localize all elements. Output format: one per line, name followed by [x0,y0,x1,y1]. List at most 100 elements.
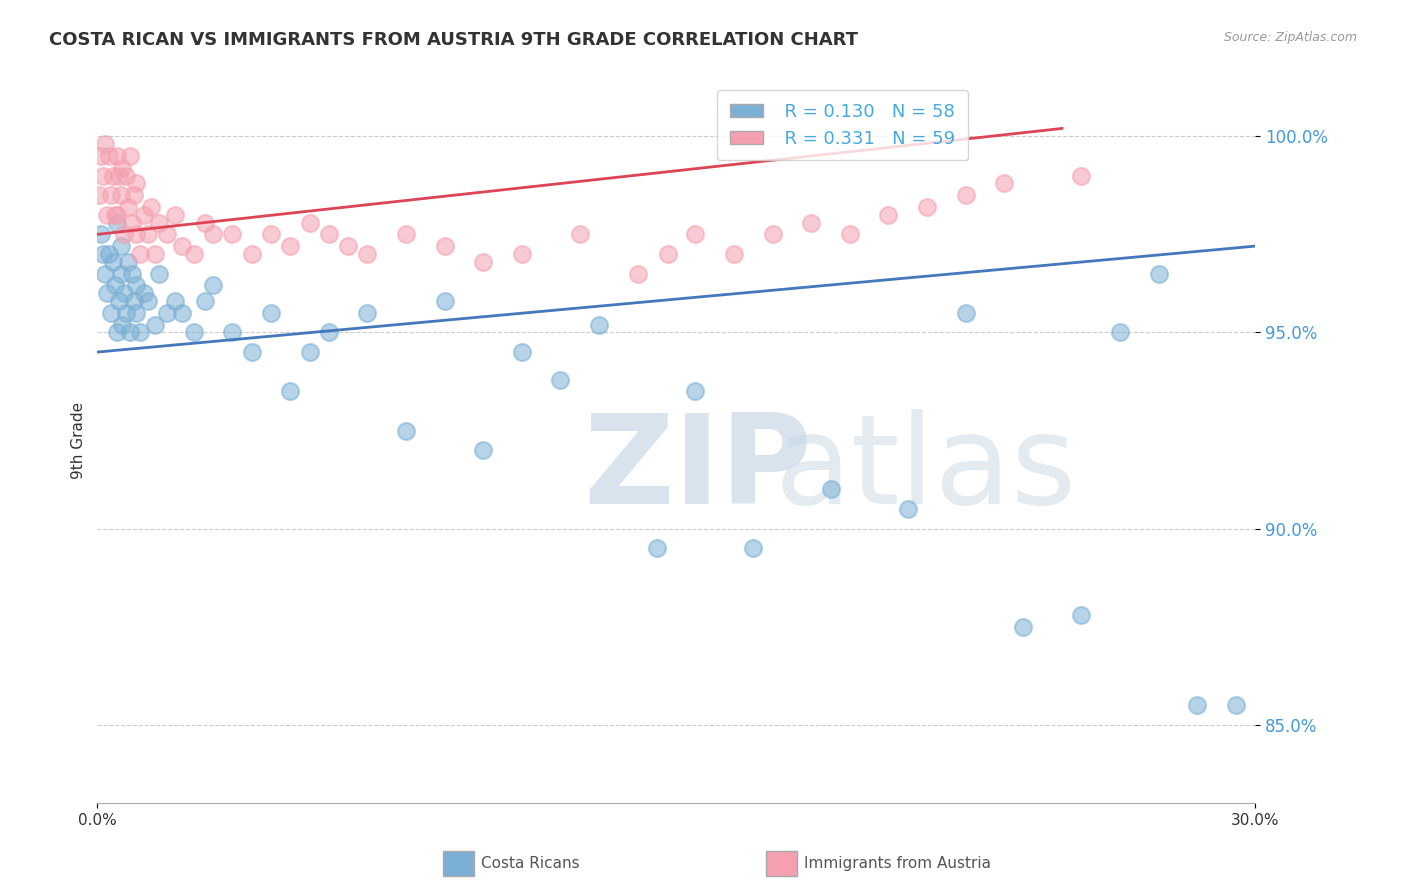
Point [128,247,150,261]
Point [240,247,263,261]
Point [568,227,591,242]
Point [356,247,378,261]
Point [278,239,301,253]
Point [136,294,159,309]
Point [122,294,145,309]
Point [96,208,118,222]
Point [955,306,977,320]
Point [897,502,920,516]
Point [94,267,117,281]
Point [278,384,301,399]
Point [104,208,127,222]
Point [110,239,132,253]
Point [90,149,112,163]
Point [877,208,900,222]
Point [993,177,1015,191]
Text: ZIP: ZIP [583,409,813,530]
Point [143,318,166,332]
Point [125,177,148,191]
Point [115,169,138,183]
Point [318,227,340,242]
Point [260,306,283,320]
Point [240,345,263,359]
Point [148,216,170,230]
Point [472,443,495,458]
Point [136,227,159,242]
Point [91,169,114,183]
Point [163,294,186,309]
Point [172,239,194,253]
Point [221,227,243,242]
Point [132,286,155,301]
Point [156,306,179,320]
Point [1147,267,1170,281]
Point [915,200,938,214]
Point [183,326,205,340]
Point [657,247,679,261]
Point [110,188,132,202]
Point [117,200,139,214]
Point [143,247,166,261]
Point [163,208,186,222]
Point [194,294,217,309]
Point [800,216,823,230]
Point [112,286,135,301]
Point [132,208,155,222]
Point [356,306,378,320]
Point [433,294,456,309]
Point [97,149,120,163]
Point [107,294,129,309]
Point [588,318,610,332]
Point [120,149,142,163]
Point [111,161,134,175]
Point [318,326,340,340]
Point [194,216,217,230]
Point [105,149,128,163]
Point [260,227,283,242]
Point [148,267,170,281]
Point [337,239,360,253]
Point [101,255,124,269]
Text: Source: ZipAtlas.com: Source: ZipAtlas.com [1223,31,1357,45]
Point [156,227,179,242]
Point [115,306,138,320]
Point [96,286,118,301]
Point [550,372,572,386]
Point [685,384,707,399]
Point [128,326,150,340]
Point [762,227,785,242]
Point [1225,698,1247,713]
Point [105,208,128,222]
Legend:   R = 0.130   N = 58,   R = 0.331   N = 59: R = 0.130 N = 58, R = 0.331 N = 59 [717,90,969,161]
Point [107,169,129,183]
Point [433,239,456,253]
Point [97,247,120,261]
Point [121,216,143,230]
Point [1012,620,1035,634]
Point [723,247,745,261]
Point [125,306,148,320]
Text: Costa Ricans: Costa Ricans [481,856,579,871]
Point [645,541,668,556]
Point [94,137,117,152]
Point [125,227,148,242]
Point [89,188,111,202]
Point [1185,698,1208,713]
Point [472,255,495,269]
Point [838,227,860,242]
Point [121,267,143,281]
Point [125,278,148,293]
Point [742,541,765,556]
Point [111,318,134,332]
Point [141,200,163,214]
Point [202,227,225,242]
Point [183,247,205,261]
Point [626,267,648,281]
Point [202,278,225,293]
Point [100,188,122,202]
Point [120,326,142,340]
Point [510,247,533,261]
Point [117,255,139,269]
Point [298,345,321,359]
Point [90,227,112,242]
